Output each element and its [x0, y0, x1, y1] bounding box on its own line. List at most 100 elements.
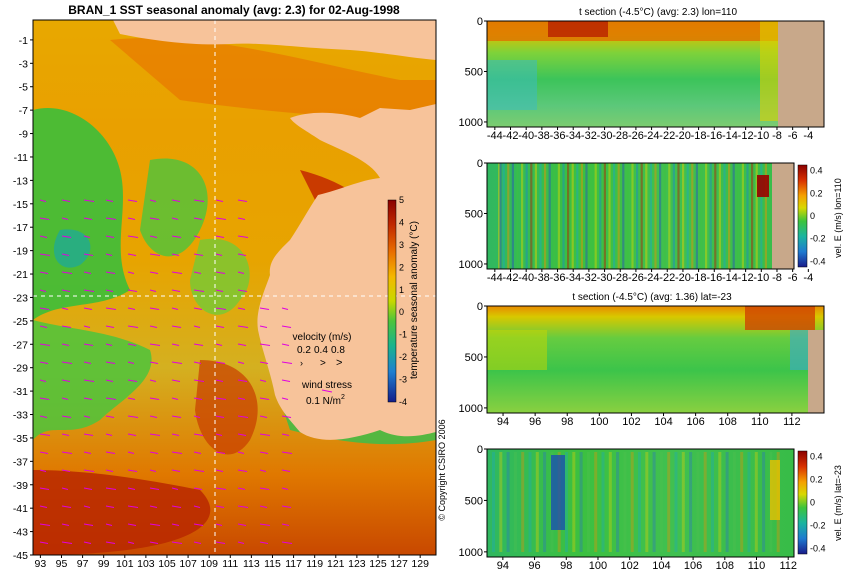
vel-e-lon-stripe-55 [751, 163, 754, 269]
map-y-label-2: -5 [19, 82, 28, 94]
p3-x-label-0: 94 [497, 416, 509, 428]
p1-x-label-16: -12 [738, 130, 754, 142]
vector-arrow-75 [105, 325, 115, 328]
vel-e-lon-stripe-57 [760, 163, 763, 269]
vector-arrow-45 [149, 271, 159, 274]
vector-arrow-69 [237, 307, 246, 310]
vel-e-lon-x-axis: -44 -42 -40 -38 -36 -34 -32 -30 -28 -26 -24 -22 -20-… [487, 269, 813, 284]
vel-e-lon-stripe-31 [640, 163, 643, 269]
vector-arrow-57 [193, 289, 205, 292]
map-y-label-1: -3 [19, 58, 28, 70]
p1-x-label-2: -40 [518, 130, 534, 142]
vector-arrow-32 [83, 253, 94, 256]
vel-e-lon-stripe-23 [603, 163, 606, 269]
vector-arrow-121 [61, 397, 69, 400]
vector-arrow-124 [127, 397, 136, 400]
vector-arrow-159 [105, 451, 116, 454]
p3-x-label-5: 104 [654, 416, 672, 428]
vel-e-lon-stripe-19 [585, 163, 588, 269]
p1-x-label-20: -4 [803, 130, 813, 142]
vector-arrow-99 [105, 361, 116, 364]
p1-x-label-1: -42 [503, 130, 519, 142]
vector-arrow-118 [259, 379, 267, 382]
velocity-scale-2: 0.8 [331, 345, 345, 356]
vel-e-lon-stripe-12 [553, 163, 556, 269]
vector-arrows [39, 199, 293, 544]
vel-e-lat-stripe-2 [506, 452, 510, 552]
vel-e-lon-stripe-45 [705, 163, 708, 269]
vector-arrow-209 [149, 523, 161, 526]
vel-e-lat-stripe-6 [535, 452, 539, 552]
vector-arrow-151 [193, 433, 204, 436]
vel-e-lon-stripe-30 [636, 163, 639, 269]
vector-arrow-192 [39, 505, 48, 508]
vector-arrow-213 [237, 523, 247, 526]
vector-arrow-227 [281, 541, 293, 544]
vector-arrow-142 [259, 415, 268, 418]
vector-arrow-78 [171, 325, 182, 328]
vector-arrow-65 [149, 307, 160, 310]
vel-e-lon-stripe-6 [525, 163, 528, 269]
p2-x-label-2: -40 [518, 272, 534, 284]
vector-arrow-122 [83, 397, 93, 400]
vector-arrow-10 [39, 217, 50, 220]
velocity-arrow-mid: > [320, 358, 326, 369]
vel-e-lat-stripe-34 [740, 452, 744, 552]
p3-y-label-2: 1000 [459, 403, 483, 415]
vector-arrow-22 [83, 235, 91, 238]
p1-x-label-14: -16 [706, 130, 722, 142]
sst-cbar-label-5: 0 [399, 307, 404, 317]
map-x-axis: 93 95 97 99 101 103 105 107 109 111 113 115 117 119 12… [35, 555, 429, 570]
vector-arrow-13 [105, 217, 117, 220]
p1-x-label-12: -20 [675, 130, 691, 142]
vector-arrow-50 [39, 289, 47, 292]
vector-arrow-175 [193, 469, 205, 472]
vector-arrow-114 [171, 379, 181, 382]
vel-e-lat-plot [486, 448, 795, 558]
sst-colorbar: 5 4 3 2 1 0 -1 -2 -3 -4 temperature seasonal anom… [387, 195, 420, 407]
map-y-label-22: -45 [13, 550, 28, 562]
vector-arrow-37 [193, 253, 204, 256]
map-y-label-14: -29 [13, 363, 28, 375]
vel-e-lon-frame [486, 162, 795, 270]
vector-arrow-199 [193, 505, 201, 508]
t-section-lat-y-axis: 0 500 1000 [459, 301, 487, 415]
p1-y-label-2: 1000 [459, 117, 483, 129]
vel-e-lat-stripe-19 [630, 452, 634, 552]
vector-arrow-176 [215, 469, 224, 472]
vel-lon-cbar-label-1: 0.2 [810, 188, 823, 198]
vector-arrow-26 [171, 235, 182, 238]
map-y-label-3: -7 [19, 105, 28, 117]
vector-arrow-44 [127, 271, 135, 274]
p1-x-label-5: -34 [565, 130, 581, 142]
vector-arrow-107 [281, 361, 293, 364]
vector-arrow-186 [171, 487, 179, 490]
p1-x-label-19: -6 [788, 130, 798, 142]
map-x-label-14: 121 [327, 558, 345, 570]
vector-arrow-127 [193, 397, 203, 400]
vector-arrow-87 [105, 343, 113, 346]
vector-arrow-23 [105, 235, 115, 238]
vel-e-lon-stripe-47 [714, 163, 717, 269]
vel-e-lon-stripe-5 [521, 163, 524, 269]
vel-e-lat-stripe-21 [645, 452, 649, 552]
vector-arrow-207 [105, 523, 113, 526]
vel-e-lat-stripes [492, 452, 780, 552]
vel-e-lon-stripe-41 [686, 163, 689, 269]
vel-e-lon-stripe-53 [741, 163, 744, 269]
p2-y-label-0: 0 [477, 158, 483, 170]
p4-y-label-1: 500 [465, 495, 483, 507]
sst-cbar-label-8: -3 [399, 375, 407, 385]
vel-e-lat-colorbar: 0.4 0.2 0 -0.2 -0.4 vel. E (m/s) lat=-23 [797, 450, 843, 555]
t-section-lon-x-axis: -44 -42 -40 -38 -36 -34 -32 -30 -28 -26 -24 -22 -20-… [487, 127, 813, 142]
sst-warm-patch-southwest [33, 470, 211, 555]
vector-arrow-136 [127, 415, 139, 418]
map-x-label-2: 97 [77, 558, 89, 570]
vector-arrow-12 [83, 217, 93, 220]
vector-arrow-212 [215, 523, 223, 526]
vel-e-lon-stripe-1 [502, 163, 505, 269]
p2-x-label-20: -4 [803, 272, 813, 284]
vector-arrow-222 [171, 541, 183, 544]
vector-arrow-135 [105, 415, 115, 418]
vector-arrow-92 [215, 343, 223, 346]
